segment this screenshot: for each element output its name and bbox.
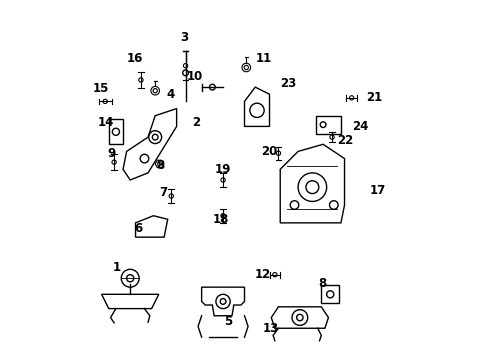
Text: 10: 10 xyxy=(187,70,203,83)
Text: 18: 18 xyxy=(213,213,229,226)
Text: 20: 20 xyxy=(261,145,277,158)
Text: 5: 5 xyxy=(224,315,231,328)
Text: 9: 9 xyxy=(107,147,116,160)
Text: 3: 3 xyxy=(180,31,187,44)
Text: 11: 11 xyxy=(255,52,271,65)
Text: 14: 14 xyxy=(98,116,114,129)
Text: 22: 22 xyxy=(337,134,353,147)
Text: 21: 21 xyxy=(365,91,382,104)
Text: 23: 23 xyxy=(280,77,296,90)
Text: 24: 24 xyxy=(351,120,367,133)
Text: 7: 7 xyxy=(159,186,167,199)
Text: 19: 19 xyxy=(214,163,231,176)
Text: 1: 1 xyxy=(113,261,121,274)
Text: 16: 16 xyxy=(126,52,142,65)
Text: 8: 8 xyxy=(156,159,164,172)
Text: 8: 8 xyxy=(318,277,326,290)
Text: 6: 6 xyxy=(134,222,142,235)
Text: 2: 2 xyxy=(191,116,200,129)
Text: 17: 17 xyxy=(369,184,385,197)
Text: 13: 13 xyxy=(263,322,279,335)
Text: 4: 4 xyxy=(166,88,175,101)
Text: 15: 15 xyxy=(92,82,108,95)
Text: 12: 12 xyxy=(255,268,271,281)
